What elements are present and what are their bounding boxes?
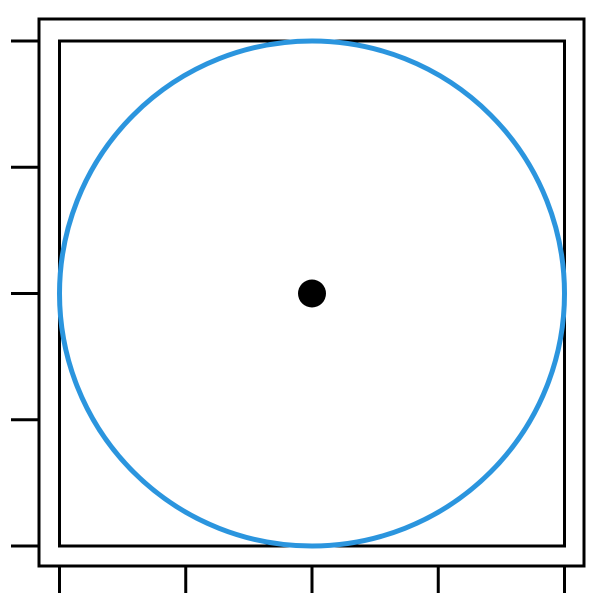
y-axis-ticks xyxy=(11,39,39,548)
unit-circle xyxy=(57,38,567,549)
x-axis-ticks xyxy=(58,566,566,593)
center-point xyxy=(298,279,326,308)
